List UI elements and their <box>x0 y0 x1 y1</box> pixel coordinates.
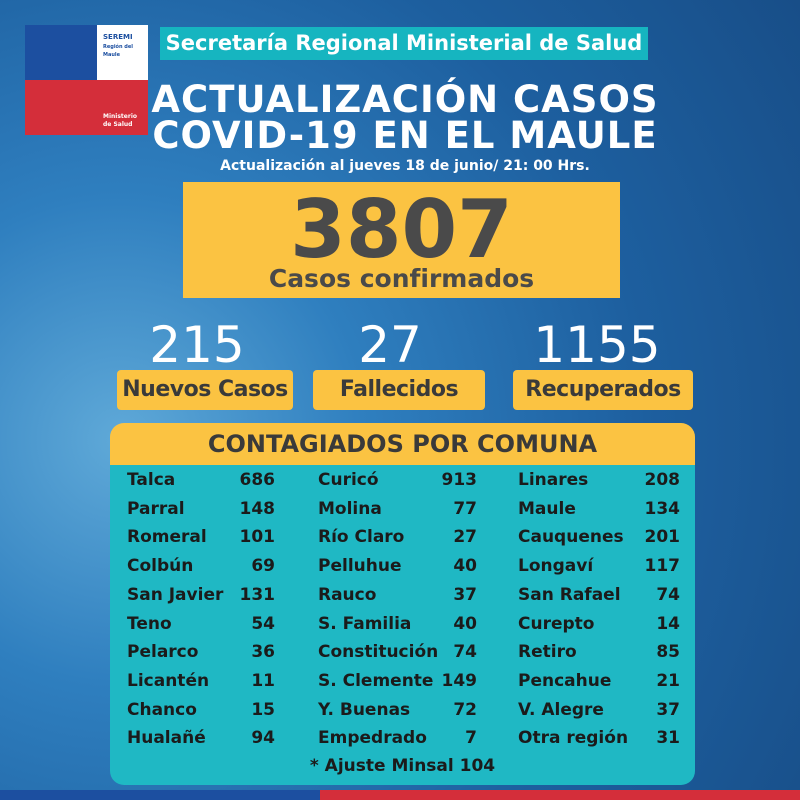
stat-value: 27 <box>358 316 422 374</box>
commune-name: Molina <box>318 498 382 519</box>
header-title: Secretaría Regional Ministerial de Salud <box>160 27 648 60</box>
total-box: 3807 Casos confirmados <box>183 182 620 298</box>
commune-name: Curepto <box>518 613 595 634</box>
commune-name: Rauco <box>318 584 377 605</box>
stat-value: 1155 <box>533 316 661 374</box>
commune-count: 94 <box>251 728 275 749</box>
commune-count: 40 <box>453 556 477 577</box>
table-body <box>110 445 695 785</box>
commune-name: S. Familia <box>318 613 412 634</box>
commune-name: Pencahue <box>518 670 612 691</box>
commune-count: 74 <box>453 642 477 663</box>
commune-count: 134 <box>644 498 681 519</box>
stat-value: 215 <box>149 316 245 374</box>
commune-count: 201 <box>644 527 681 548</box>
commune-count: 54 <box>251 613 275 634</box>
logo-region: Región del Maule <box>103 44 133 58</box>
commune-count: 36 <box>251 642 275 663</box>
commune-name: Linares <box>518 470 589 490</box>
commune-name: Pelluhue <box>318 556 402 577</box>
commune-name: Cauquenes <box>518 527 624 548</box>
commune-count: 40 <box>453 613 477 634</box>
commune-count: 14 <box>656 613 680 634</box>
commune-name: Maule <box>518 498 576 519</box>
commune-count: 149 <box>441 670 478 691</box>
logo-ministry: Ministerio de Salud <box>103 113 138 128</box>
commune-name: Chanco <box>127 699 197 720</box>
commune-count: 31 <box>656 728 680 749</box>
table-title: CONTAGIADOS POR COMUNA <box>110 423 695 465</box>
commune-count: 131 <box>239 584 276 605</box>
bottom-strip <box>0 790 800 800</box>
commune-name: Colbún <box>127 556 194 577</box>
commune-name: Y. Buenas <box>318 699 411 720</box>
commune-count: 27 <box>453 527 477 548</box>
commune-name: Hualañé <box>127 728 206 749</box>
commune-name: Talca <box>127 470 176 490</box>
commune-name: Otra región <box>518 728 629 749</box>
commune-count: 117 <box>644 556 681 577</box>
commune-name: Longaví <box>518 556 594 577</box>
commune-count: 77 <box>453 498 477 519</box>
commune-name: Parral <box>127 498 185 519</box>
stat-label: Recuperados <box>513 370 693 410</box>
table-footer: * Ajuste Minsal 104 <box>309 756 496 776</box>
subtitle: Actualización al jueves 18 de junio/ 21:… <box>220 158 590 174</box>
commune-count: 913 <box>441 470 478 490</box>
commune-count: 85 <box>656 642 680 663</box>
commune-name: San Javier <box>127 584 224 605</box>
logo-name: SEREMI <box>103 33 133 41</box>
commune-name: Curicó <box>318 470 379 490</box>
commune-name: S. Clemente <box>318 670 434 691</box>
commune-count: 74 <box>656 584 680 605</box>
total-value: 3807 <box>290 183 513 276</box>
commune-count: 101 <box>239 527 276 548</box>
commune-count: 208 <box>644 470 681 490</box>
commune-count: 148 <box>239 498 276 519</box>
logo: SEREMI Región del Maule Ministerio de Sa… <box>25 25 148 135</box>
commune-name: Teno <box>127 613 172 634</box>
stat-label: Nuevos Casos <box>117 370 293 410</box>
commune-name: Río Claro <box>318 527 405 548</box>
commune-count: 15 <box>251 699 275 720</box>
commune-name: San Rafael <box>518 584 621 605</box>
commune-count: 37 <box>656 699 680 720</box>
commune-name: Constitución <box>318 642 439 663</box>
stat-label: Fallecidos <box>313 370 485 410</box>
commune-count: 7 <box>465 728 477 749</box>
total-label: Casos confirmados <box>268 264 535 293</box>
commune-count: 11 <box>251 670 275 691</box>
commune-name: Pelarco <box>127 642 199 663</box>
commune-count: 21 <box>656 670 680 691</box>
commune-name: Retiro <box>518 642 577 663</box>
commune-count: 37 <box>453 584 477 605</box>
commune-name: V. Alegre <box>518 699 604 720</box>
commune-count: 686 <box>239 470 276 490</box>
commune-count: 69 <box>251 556 275 577</box>
title-line: COVID-19 EN EL MAULE <box>152 114 658 157</box>
commune-name: Empedrado <box>318 728 427 749</box>
commune-name: Romeral <box>127 527 207 548</box>
commune-count: 72 <box>453 699 477 720</box>
title-line: ACTUALIZACIÓN CASOS <box>151 78 659 121</box>
commune-name: Licantén <box>127 670 210 691</box>
